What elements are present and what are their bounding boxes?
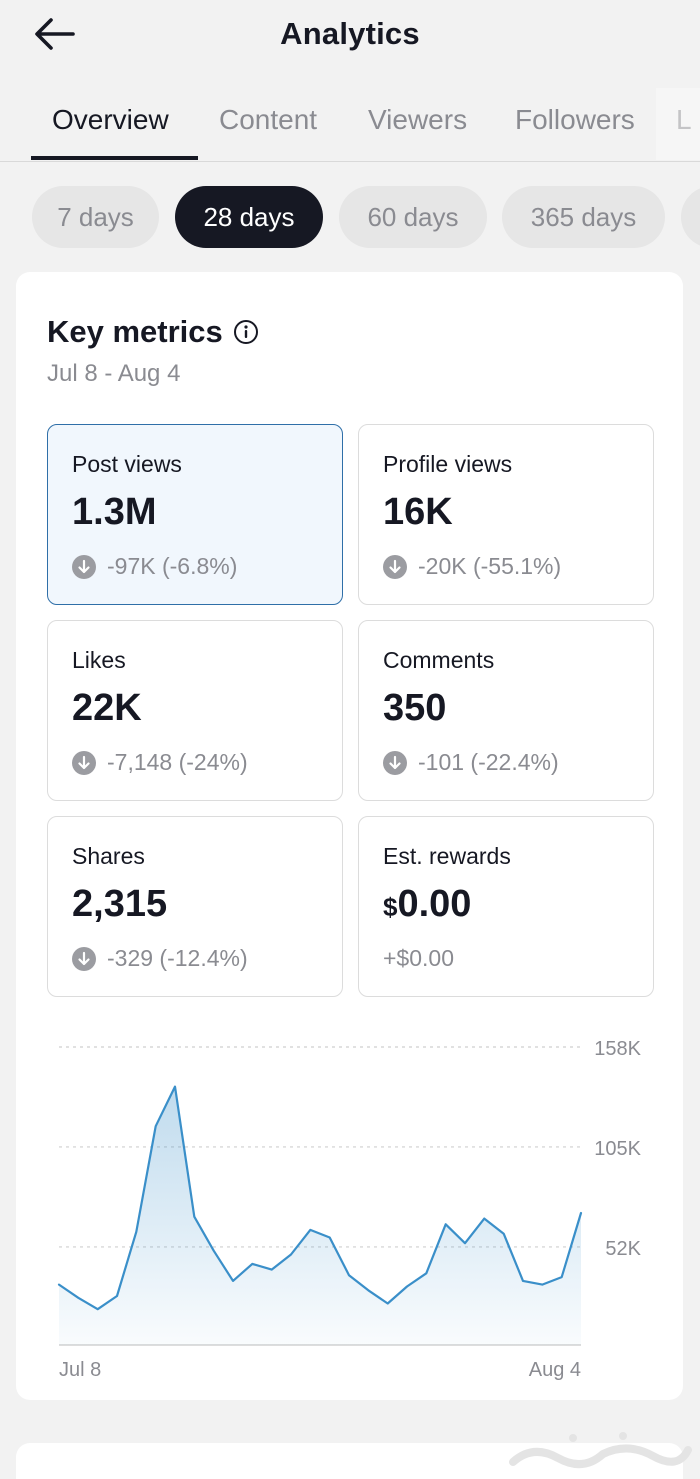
arrow-down-circle-icon: [72, 946, 96, 971]
metric-label: Profile views: [383, 451, 513, 477]
metric-post-views[interactable]: Post views 1.3M -97K (-6.8%): [47, 424, 343, 605]
metric-value: 16K: [383, 491, 453, 533]
metric-value: 2,315: [72, 883, 168, 925]
key-metrics-title: Key metrics: [47, 314, 259, 350]
date-range: Jul 8 - Aug 4: [47, 360, 181, 387]
metric-change: +$0.00: [383, 945, 454, 972]
metric-label: Shares: [72, 843, 145, 869]
metric-value: 22K: [72, 687, 142, 729]
metric-change: -101 (-22.4%): [383, 749, 559, 776]
metric-change: -329 (-12.4%): [72, 945, 248, 972]
tab-bar: Overview Content Viewers Followers L: [0, 88, 700, 162]
metric-profile-views[interactable]: Profile views 16K -20K (-55.1%): [358, 424, 654, 605]
y-tick-label: 52K: [605, 1238, 641, 1260]
metric-shares[interactable]: Shares 2,315 -329 (-12.4%): [47, 816, 343, 997]
period-365-days[interactable]: 365 days: [502, 186, 665, 248]
tab-overflow[interactable]: L: [656, 88, 700, 160]
metric-change: -20K (-55.1%): [383, 553, 561, 580]
metric-change-text: -329 (-12.4%): [107, 945, 248, 971]
metric-change-text: -97K (-6.8%): [107, 553, 238, 579]
post-views-chart: 158K 105K 52K Jul 8 Aug 4: [57, 1038, 642, 1381]
app-header: Analytics: [0, 0, 700, 70]
metric-value: 350: [383, 687, 447, 729]
metric-change-text: -20K (-55.1%): [418, 553, 562, 579]
metric-value: 1.3M: [72, 491, 157, 533]
period-more[interactable]: [681, 186, 700, 248]
y-tick-label: 105K: [594, 1138, 641, 1160]
page-title: Analytics: [280, 16, 420, 51]
tab-overview[interactable]: Overview: [52, 104, 169, 135]
haraj-watermark: [509, 1432, 692, 1468]
metric-change-text: -7,148 (-24%): [107, 749, 248, 775]
back-button[interactable]: [30, 12, 78, 56]
metric-comments[interactable]: Comments 350 -101 (-22.4%): [358, 620, 654, 801]
tab-partial-label: L: [676, 104, 692, 135]
active-tab-indicator: [31, 156, 198, 160]
metric-label: Est. rewards: [383, 843, 511, 869]
period-60-days[interactable]: 60 days: [339, 186, 487, 248]
metric-change: -7,148 (-24%): [72, 749, 248, 776]
metric-label: Post views: [72, 451, 182, 477]
tab-content[interactable]: Content: [219, 104, 318, 135]
arrow-down-circle-icon: [383, 554, 407, 579]
x-tick-label: Aug 4: [529, 1359, 581, 1381]
arrow-left-icon: [35, 18, 75, 50]
series-area: [59, 1086, 581, 1345]
metric-value-number: 0.00: [397, 883, 472, 925]
key-metrics-card: Key metrics Jul 8 - Aug 4 Post views 1.3…: [16, 272, 683, 1400]
metric-change: -97K (-6.8%): [72, 553, 237, 580]
period-28-days[interactable]: 28 days: [175, 186, 323, 248]
arrow-down-circle-icon: [72, 554, 96, 579]
metric-label: Comments: [383, 647, 495, 673]
arrow-down-circle-icon: [72, 750, 96, 775]
metric-label: Likes: [72, 647, 126, 673]
tab-viewers[interactable]: Viewers: [368, 104, 468, 135]
metric-value: $0.00: [383, 883, 471, 926]
y-tick-label: 158K: [594, 1038, 641, 1060]
currency-symbol: $: [383, 892, 398, 922]
info-icon[interactable]: [233, 319, 259, 345]
x-tick-label: Jul 8: [59, 1359, 101, 1381]
metric-likes[interactable]: Likes 22K -7,148 (-24%): [47, 620, 343, 801]
metric-est-rewards[interactable]: Est. rewards $0.00 +$0.00: [358, 816, 654, 997]
arrow-down-circle-icon: [383, 750, 407, 775]
metric-change-text: -101 (-22.4%): [418, 749, 559, 775]
period-selector: 7 days 28 days 60 days 365 days: [0, 186, 700, 248]
series-line: [57, 1085, 583, 1311]
key-metrics-heading: Key metrics: [47, 314, 223, 349]
period-7-days[interactable]: 7 days: [32, 186, 159, 248]
metric-change-text: +$0.00: [383, 945, 454, 971]
tab-followers[interactable]: Followers: [515, 104, 635, 135]
